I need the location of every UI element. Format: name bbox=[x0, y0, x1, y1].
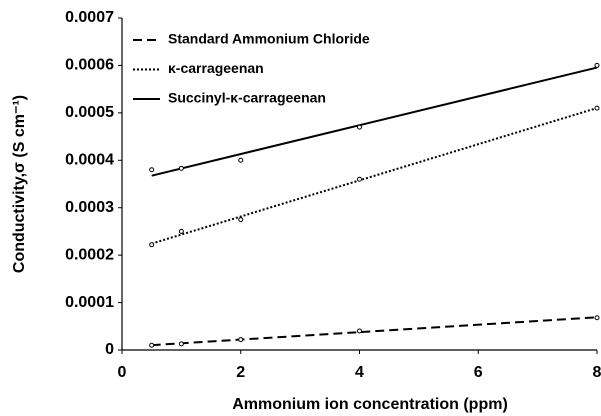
y-tick-label: 0.0001 bbox=[65, 294, 114, 311]
trend-line bbox=[151, 316, 598, 347]
point bbox=[594, 315, 600, 321]
point bbox=[238, 157, 244, 163]
point bbox=[178, 165, 184, 171]
point bbox=[594, 105, 600, 111]
point bbox=[178, 228, 184, 234]
y-tick-label: 0.0006 bbox=[65, 57, 114, 74]
y-tick-label: 0.0004 bbox=[65, 152, 114, 169]
x-tick-label: 0 bbox=[118, 364, 127, 381]
point bbox=[238, 217, 244, 223]
point bbox=[149, 242, 155, 248]
point bbox=[594, 62, 600, 68]
point bbox=[238, 337, 244, 343]
point bbox=[357, 124, 362, 130]
legend-text: Succinyl-κ-carrageenan bbox=[168, 90, 326, 106]
y-axis-label: Conductivity,σ (S cm⁻¹) bbox=[11, 95, 28, 273]
trend-line bbox=[151, 107, 598, 245]
x-axis-label: Ammonium ion concentration (ppm) bbox=[232, 396, 508, 413]
x-tick-label: 6 bbox=[474, 364, 483, 381]
point bbox=[357, 328, 362, 334]
x-tick-label: 2 bbox=[236, 364, 245, 381]
legend-text: Standard Ammonium Chloride bbox=[168, 31, 370, 47]
point bbox=[149, 167, 155, 173]
y-tick-label: 0.0002 bbox=[65, 246, 114, 263]
y-tick-label: 0.0005 bbox=[65, 104, 114, 121]
y-tick-label: 0.0007 bbox=[65, 9, 114, 26]
y-tick-label: 0 bbox=[105, 341, 114, 358]
legend-text: κ-carrageenan bbox=[168, 60, 264, 76]
point bbox=[178, 341, 184, 347]
x-tick-label: 4 bbox=[355, 364, 364, 381]
point bbox=[149, 342, 155, 348]
y-tick-label: 0.0003 bbox=[65, 199, 114, 216]
point bbox=[357, 176, 362, 182]
trend-line bbox=[151, 66, 598, 177]
x-tick-label: 8 bbox=[593, 364, 601, 381]
